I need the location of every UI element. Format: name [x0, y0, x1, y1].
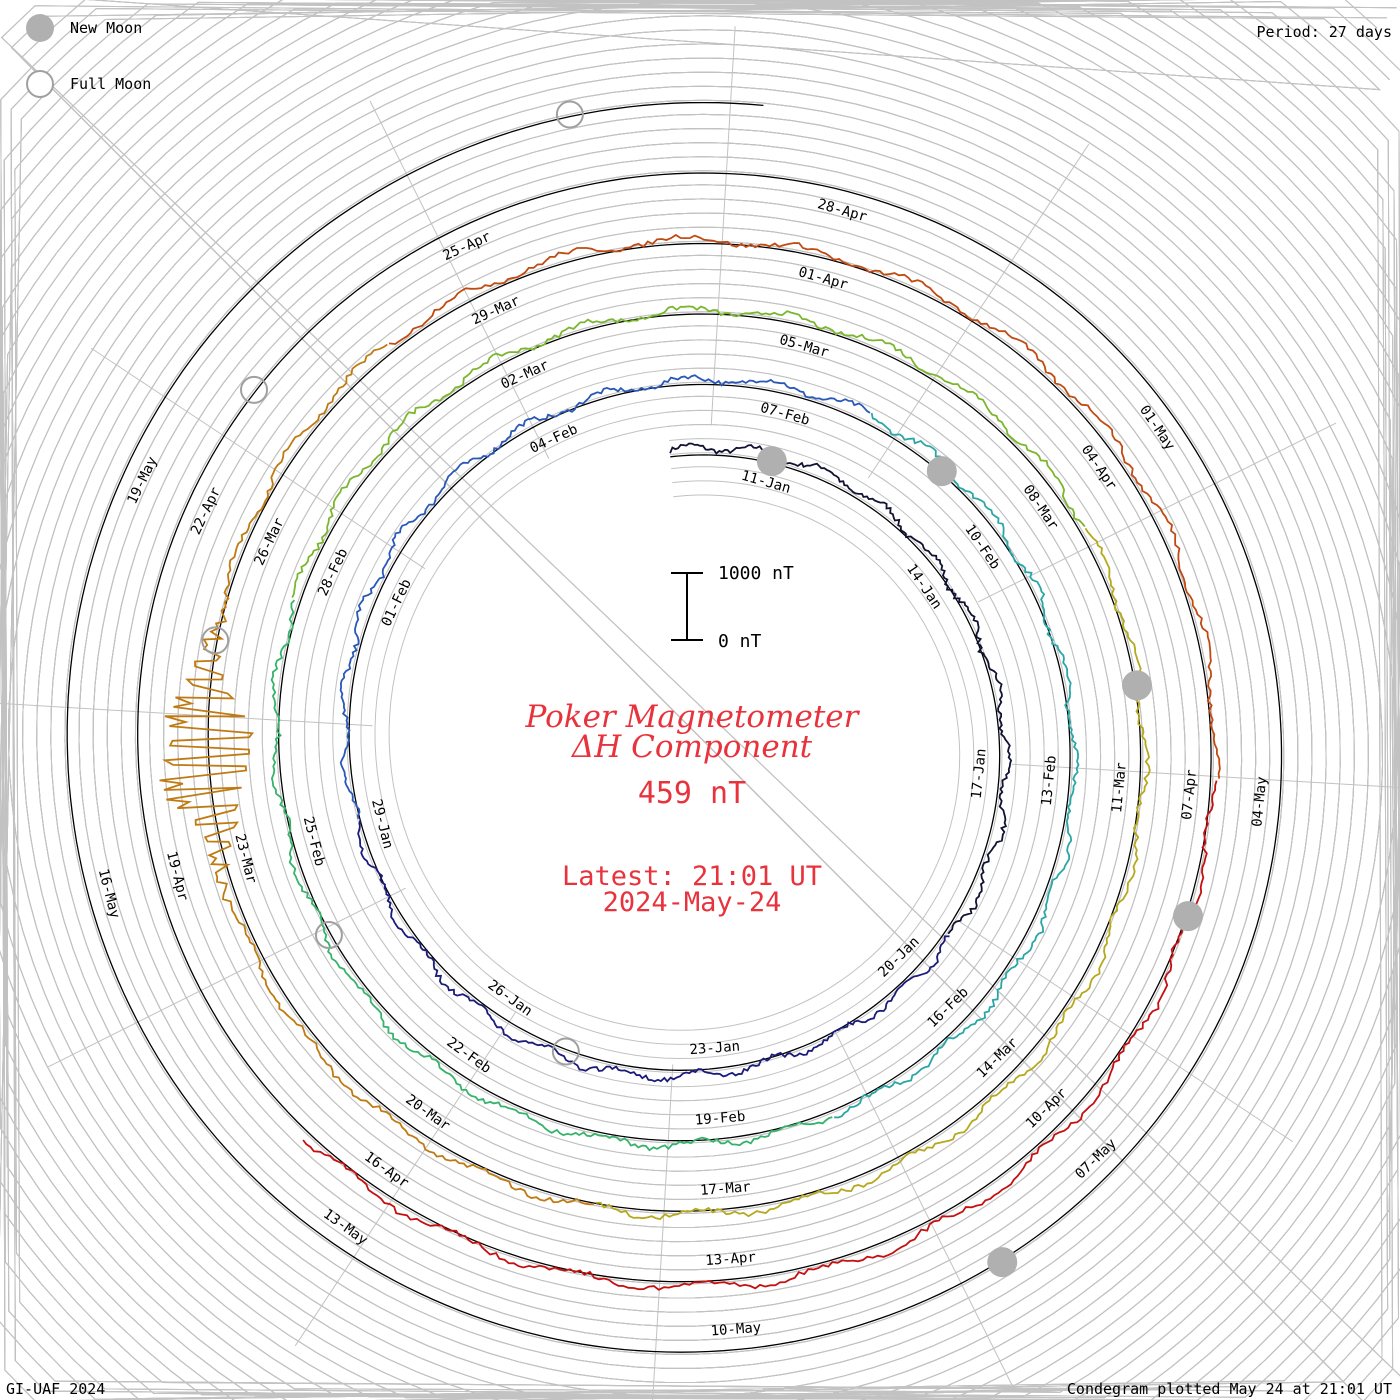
latest-time: Latest: 21:01 UT	[562, 861, 822, 892]
magnetometer-trace	[159, 233, 1221, 1291]
date-label: 13-Feb	[1039, 755, 1060, 807]
scale-bar: 1000 nT 0 nT	[671, 563, 794, 652]
new-moon-icon	[26, 14, 54, 42]
date-label: 13-Apr	[705, 1249, 757, 1269]
center-title-block: Poker Magnetometer ΔH Component 459 nT L…	[525, 699, 861, 918]
full-moon-marker	[240, 375, 269, 404]
date-label: 07-May	[1072, 1136, 1119, 1183]
date-label: 14-Mar	[974, 1035, 1021, 1082]
legend-new-moon: New Moon	[26, 14, 142, 42]
current-value: 459 nT	[638, 776, 746, 811]
full-moon-icon	[26, 70, 54, 98]
date-label: 29-Jan	[368, 798, 396, 851]
date-labels: 11-Jan14-Jan17-Jan20-Jan23-Jan26-Jan29-J…	[95, 196, 1271, 1339]
new-moon-marker	[987, 1247, 1018, 1278]
date-label: 22-Apr	[188, 485, 224, 538]
full-moon-marker	[555, 100, 584, 129]
date-label: 19-Feb	[694, 1109, 746, 1129]
date-label: 25-Apr	[441, 229, 494, 264]
grid-ring	[3, 0, 1394, 1400]
new-moon-marker	[1173, 901, 1204, 932]
full-moon-marker	[551, 1037, 580, 1066]
date-label: 16-May	[95, 867, 123, 920]
full-moon-marker	[201, 626, 230, 655]
scale-bar-top-label: 1000 nT	[718, 563, 794, 584]
trace-segment	[302, 780, 1218, 1291]
chart-title: Poker Magnetometer	[525, 699, 861, 735]
trace-segment	[270, 599, 833, 1152]
scale-bar-bottom-label: 0 nT	[718, 631, 762, 652]
latest-date: 2024-May-24	[603, 887, 782, 918]
date-label: 25-Feb	[300, 815, 328, 868]
radial-spoke	[47, 887, 406, 1068]
radial-spoke	[90, 347, 426, 570]
radial-spoke	[0, 702, 373, 727]
trace-segment	[339, 374, 871, 819]
full-moon-marker	[314, 921, 343, 950]
grid-ring	[14, 0, 1400, 1398]
period-label: Period: 27 days	[1256, 23, 1392, 41]
moon-markers	[201, 100, 1204, 1278]
radial-spoke	[867, 143, 1090, 479]
date-label: 10-May	[710, 1320, 762, 1340]
radial-spoke	[652, 1064, 674, 1400]
date-label: 23-Jan	[689, 1039, 741, 1059]
date-label: 26-Mar	[251, 515, 287, 568]
grid-ring	[10, 0, 1397, 1400]
trace-segment	[834, 412, 1080, 1119]
date-label: 05-Mar	[777, 332, 830, 361]
radial-spoke	[710, 26, 736, 426]
date-label: 07-Feb	[758, 400, 811, 429]
date-label: 23-Mar	[231, 832, 259, 885]
new-moon-marker	[756, 446, 787, 477]
full-moon-label: Full Moon	[70, 75, 152, 93]
date-label: 19-Apr	[163, 850, 191, 903]
date-label: 11-Mar	[1109, 762, 1130, 814]
date-label: 17-Mar	[700, 1179, 752, 1199]
legend-full-moon: Full Moon	[26, 70, 151, 98]
date-label: 28-Feb	[315, 546, 351, 599]
date-label: 01-Apr	[797, 264, 850, 293]
trace-segment	[357, 819, 950, 1083]
date-label: 20-Jan	[875, 934, 922, 981]
date-label: 16-Feb	[925, 984, 972, 1031]
radial-spoke	[978, 422, 1337, 603]
footer-plotted: Condegram plotted May 24 at 21:01 UT	[1066, 1380, 1392, 1398]
date-label: 29-Mar	[470, 293, 523, 328]
date-label: 01-Feb	[379, 577, 415, 630]
trace-segment	[159, 343, 594, 1206]
radial-spoke	[369, 100, 550, 459]
new-moon-marker	[1121, 670, 1152, 701]
radial-spoke	[294, 1011, 517, 1347]
date-label: 17-Jan	[969, 748, 990, 800]
date-label: 07-Apr	[1179, 769, 1200, 821]
date-label: 19-May	[124, 454, 160, 507]
footer-credit: GI-UAF 2024	[6, 1380, 106, 1398]
radial-spoke	[958, 920, 1294, 1143]
new-moon-marker	[926, 456, 957, 487]
date-label: 10-Apr	[1023, 1085, 1070, 1132]
radial-spoke	[834, 1031, 1015, 1390]
chart-subtitle: ΔH Component	[571, 729, 813, 765]
new-moon-label: New Moon	[70, 19, 143, 37]
radial-spokes	[0, 26, 1400, 1400]
date-label: 28-Apr	[816, 196, 869, 225]
trace-segment	[389, 233, 1221, 779]
trace-segment	[291, 305, 1086, 598]
date-label: 04-May	[1249, 776, 1270, 828]
